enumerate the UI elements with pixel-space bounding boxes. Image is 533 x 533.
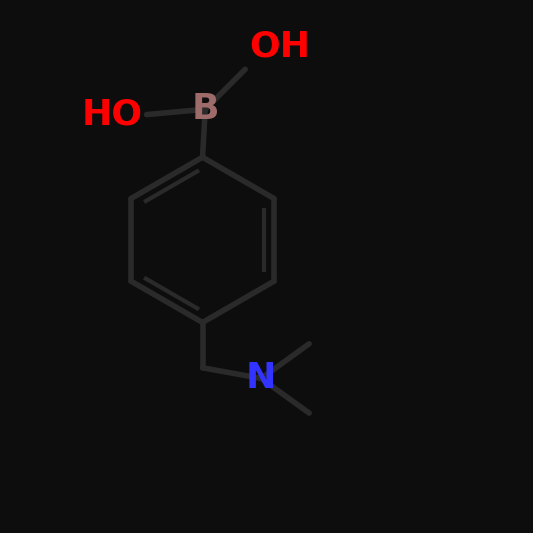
Text: N: N [246, 361, 276, 395]
Text: B: B [191, 92, 219, 126]
Text: HO: HO [81, 98, 142, 132]
Text: OH: OH [249, 30, 311, 64]
